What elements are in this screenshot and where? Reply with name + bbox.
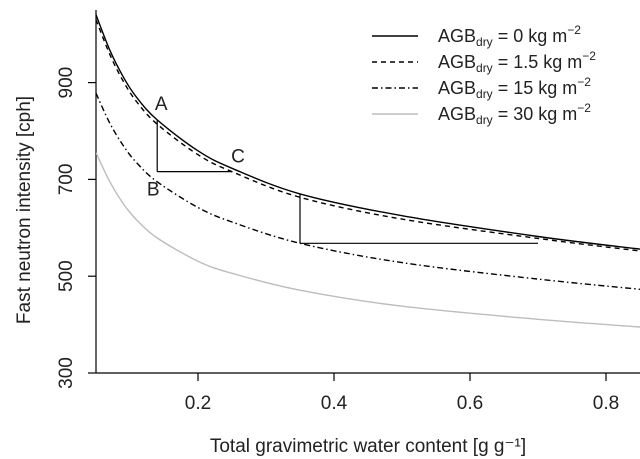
x-tick-label: 0.4: [321, 393, 348, 414]
series-line-1: [96, 14, 640, 250]
y-tick-label: 700: [56, 164, 77, 196]
legend-label-2: AGBdry = 1.5 kg m−2: [438, 49, 596, 75]
legend-label-3: AGBdry = 15 kg m−2: [438, 75, 591, 101]
x-tick-label: 0.8: [593, 393, 619, 414]
series-line-4: [96, 152, 640, 328]
legend-label-1: AGBdry = 0 kg m−2: [438, 23, 581, 49]
point-label-c: C: [231, 146, 245, 167]
y-axis-label: Fast neutron intensity [cph]: [14, 96, 35, 324]
x-tick-label: 0.2: [185, 393, 211, 414]
point-label-a: A: [155, 94, 168, 115]
y-tick-label: 500: [56, 260, 77, 292]
series-line-2: [96, 19, 640, 252]
legend-label-4: AGBdry = 30 kg m−2: [438, 101, 591, 127]
x-tick-label: 0.6: [457, 393, 483, 414]
x-axis-label: Total gravimetric water content [g g⁻¹]: [210, 436, 526, 457]
y-tick-label: 900: [56, 67, 77, 99]
series-line-3: [96, 92, 640, 290]
y-tick-label: 300: [56, 357, 77, 389]
point-label-b: B: [147, 180, 160, 201]
